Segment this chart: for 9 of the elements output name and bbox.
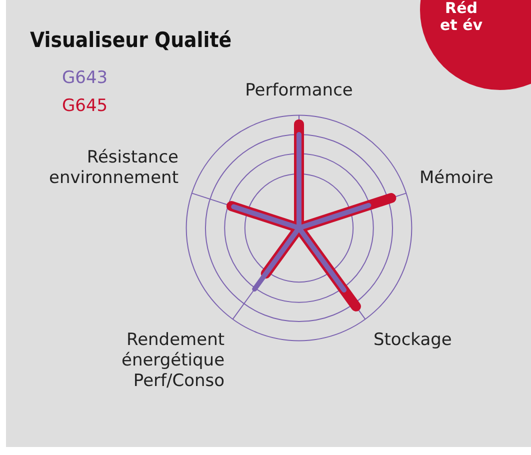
chart-title: Visualiseur Qualité [30,28,232,52]
spoke-label: Stockage [373,330,452,350]
text: G643 [62,68,108,88]
spoke-label: Mémoire [420,168,494,188]
text: G645 [62,96,108,116]
spoke-label: Résistance environnement [48,148,179,188]
spoke-label: Performance [245,80,353,101]
text: Réd et év [440,0,483,34]
spoke-label: Rendement énergétique Perf/Conso [121,330,225,391]
